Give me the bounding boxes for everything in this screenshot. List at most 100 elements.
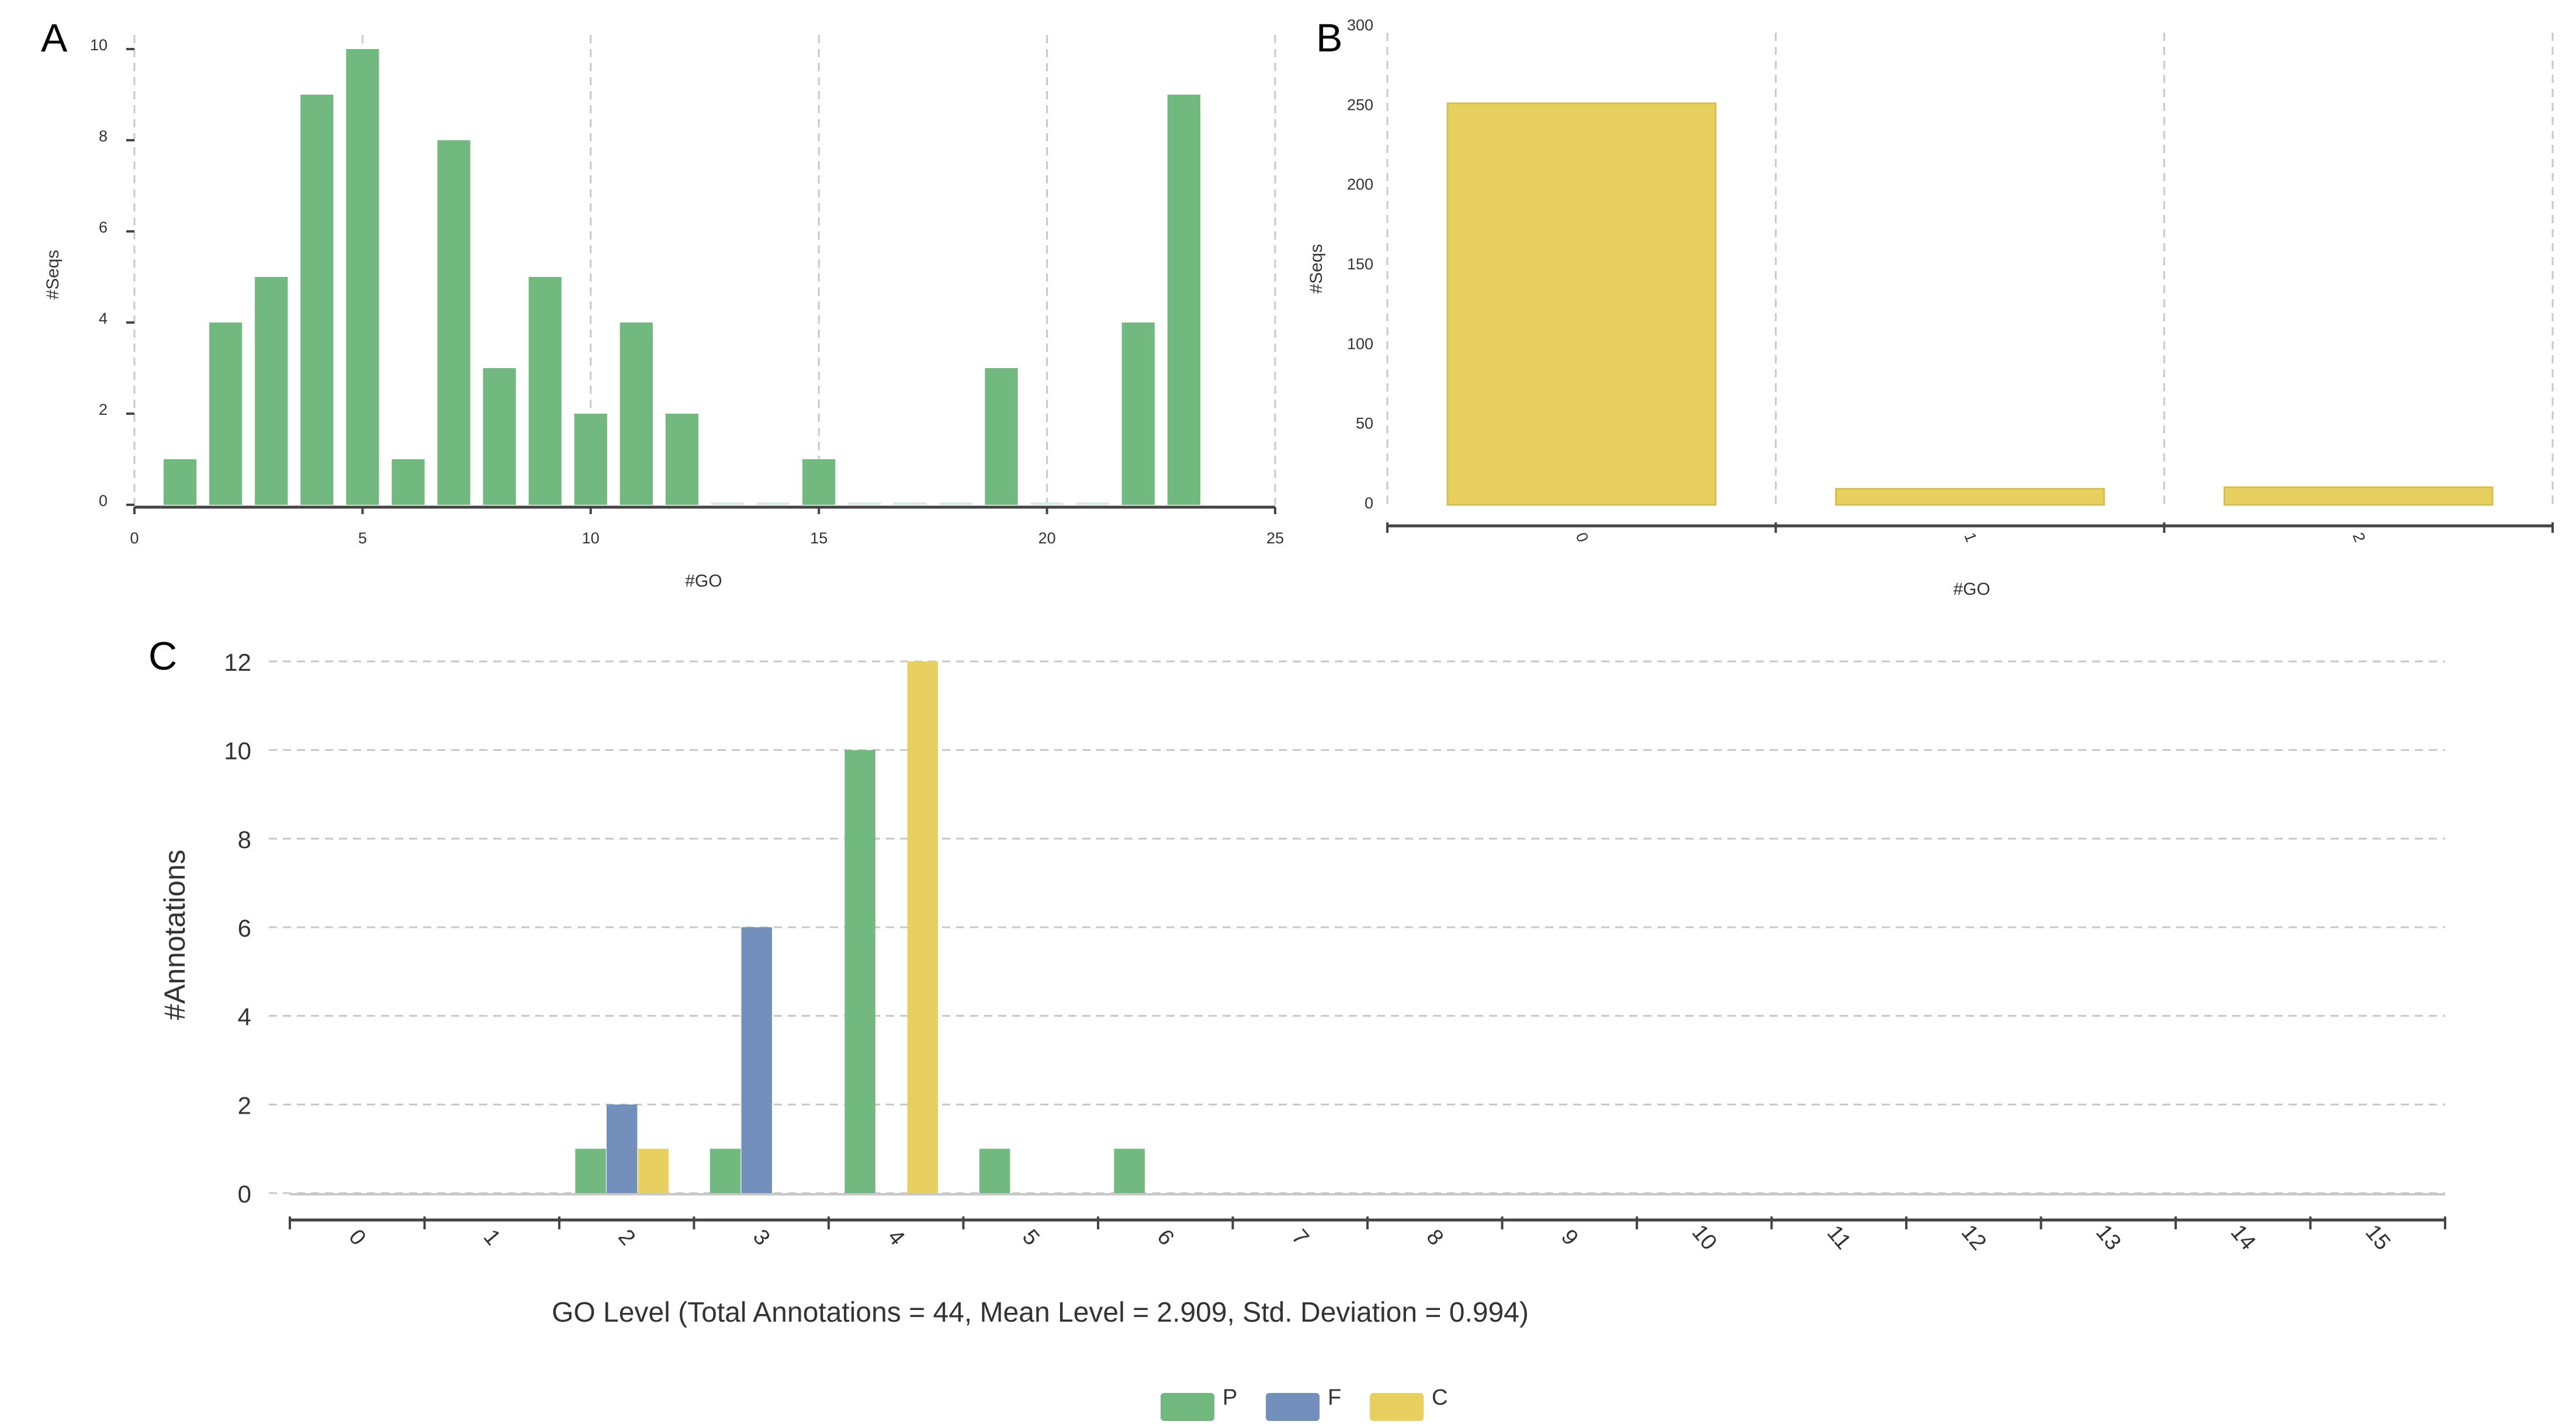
panel-a-y-tick-label: 0 [99, 492, 108, 509]
panel-a-x-tick-label: 20 [1038, 529, 1056, 547]
panel-a-y-tick-label: 2 [99, 401, 108, 418]
panel-c-y-tick-label: 12 [224, 649, 251, 676]
panel-a-y-tick-label: 4 [99, 310, 108, 327]
panel-b-y-tick-label: 150 [1347, 255, 1373, 273]
panel-a-bar [1121, 323, 1155, 505]
panel-b-bar [1446, 102, 1717, 506]
panel-c-x-tick-label: 10 [1687, 1220, 1722, 1254]
panel-c-x-tick-label: 6 [1152, 1225, 1179, 1250]
panel-c-x-tick-label: 8 [1421, 1225, 1448, 1250]
panel-c-bar-p [844, 750, 875, 1193]
panel-a-bar [711, 502, 745, 505]
panel-b-x-tick-label: 1 [1961, 530, 1980, 544]
panel-c-bar-f [606, 1104, 638, 1193]
panel-b-x-axis-title: #GO [1953, 580, 1990, 599]
panel-a-bar [802, 459, 836, 505]
panel-a-bar [574, 414, 607, 505]
panel-b-y-tick-label: 200 [1347, 176, 1373, 193]
panel-label-b: B [1316, 16, 1342, 60]
panel-c-legend-swatch-c [1370, 1393, 1424, 1421]
panel-c-y-tick-label: 10 [224, 737, 251, 765]
panel-a-bar [894, 502, 927, 505]
panel-c-x-axis-title: GO Level (Total Annotations = 44, Mean L… [552, 1297, 1529, 1328]
panel-b-x-tick-label: 2 [2349, 530, 2369, 544]
panel-a-bar [665, 414, 699, 505]
panel-c-bar-c [638, 1149, 669, 1193]
panel-c-x-tick-label: 11 [1822, 1221, 1856, 1254]
panel-a-chart: A #Seqs #GO 0 5 10 15 20 25 0 2 4 6 8 10 [41, 16, 1284, 591]
panel-c-chart: C #Annotations GO Level (Total Annotatio… [148, 634, 2446, 1421]
panel-c-legend-label-c: C [1432, 1385, 1448, 1410]
panel-c-x-tick-label: 14 [2226, 1220, 2260, 1254]
panel-b-y-tick-label: 50 [1356, 415, 1373, 432]
panel-c-y-tick-label: 2 [238, 1091, 251, 1119]
panel-a-bar [300, 95, 334, 505]
panel-c-bar-p [979, 1149, 1010, 1193]
panel-label-a: A [41, 16, 68, 60]
panel-a-bar [757, 502, 790, 505]
panel-a-bar [528, 277, 562, 505]
panel-c-bar-p [575, 1149, 606, 1193]
panel-a-bar [1030, 502, 1064, 505]
panel-c-x-tick-label: 4 [882, 1225, 909, 1250]
panel-c-x-tick-label: 0 [344, 1225, 371, 1250]
panel-c-y-tick-label: 6 [238, 914, 251, 942]
panel-c-x-tick-label: 9 [1556, 1225, 1583, 1250]
panel-label-c: C [148, 634, 177, 678]
panel-c-x-tick-label: 1 [479, 1225, 505, 1250]
panel-c-x-tick-label: 13 [2091, 1220, 2125, 1254]
panel-b-bar [1835, 488, 2105, 506]
panel-a-y-tick-label: 6 [99, 219, 108, 236]
panel-a-bar [848, 502, 881, 505]
panel-a-bar [346, 49, 379, 505]
panel-c-bar-p [1114, 1149, 1145, 1193]
panel-a-bar [483, 368, 516, 505]
panel-c-y-axis-title: #Annotations [158, 850, 191, 1020]
panel-b-bar [2223, 486, 2494, 506]
panel-a-bar [437, 140, 470, 505]
panel-a-bar [985, 368, 1018, 505]
panel-a-bar [619, 323, 653, 505]
panel-c-x-tick-label: 7 [1287, 1225, 1314, 1250]
panel-c-y-tick-label: 4 [238, 1003, 251, 1031]
panel-a-bar [1076, 502, 1109, 505]
panel-c-legend-swatch-f [1266, 1393, 1320, 1421]
panel-c-x-tick-label: 3 [748, 1225, 775, 1250]
panel-c-bar-c [907, 661, 939, 1193]
panel-a-x-tick-label: 25 [1266, 529, 1284, 547]
panel-a-bar [392, 459, 425, 505]
panel-a-y-axis-title: #Seqs [43, 249, 63, 299]
panel-b-y-tick-label: 300 [1347, 16, 1373, 34]
panel-a-bar [255, 277, 288, 505]
panel-c-x-tick-label: 2 [613, 1225, 640, 1250]
panel-a-x-tick-label: 15 [810, 529, 827, 547]
panel-c-legend-label-p: P [1223, 1385, 1237, 1410]
panel-b-x-tick-label: 0 [1573, 530, 1592, 544]
panel-c-bar-f [741, 927, 773, 1193]
panel-c-bar-p [709, 1149, 741, 1193]
panel-b-chart: B #Seqs #GO 0 50 100 150 200 250 300 0 1 2 [1307, 16, 2554, 599]
panel-a-bar [939, 502, 972, 505]
panel-c-x-tick-label: 5 [1017, 1225, 1044, 1250]
panel-b-y-tick-label: 100 [1347, 335, 1373, 352]
panel-a-x-tick-label: 10 [582, 529, 600, 547]
panel-b-y-axis-title: #Seqs [1307, 244, 1326, 293]
panel-b-y-tick-label: 0 [1365, 494, 1373, 512]
panel-a-y-tick-label: 10 [90, 36, 108, 54]
panel-a-x-axis-title: #GO [685, 571, 722, 591]
panel-a-bar [1167, 95, 1200, 505]
panel-a-y-tick-label: 8 [99, 127, 108, 145]
panel-c-x-tick-label: 15 [2360, 1220, 2395, 1254]
panel-c-x-tick-label: 12 [1957, 1220, 1991, 1254]
panel-b-y-tick-label: 250 [1347, 96, 1373, 113]
panel-c-legend-swatch-p [1161, 1393, 1214, 1421]
panel-a-bar [163, 459, 197, 505]
panel-c-y-tick-label: 8 [238, 826, 251, 853]
panel-c-y-tick-label: 0 [238, 1180, 251, 1208]
panel-a-bar [209, 323, 243, 505]
panel-a-x-tick-label: 0 [130, 529, 139, 547]
panel-a-x-tick-label: 5 [358, 529, 367, 547]
panel-c-legend-label-f: F [1328, 1385, 1341, 1410]
